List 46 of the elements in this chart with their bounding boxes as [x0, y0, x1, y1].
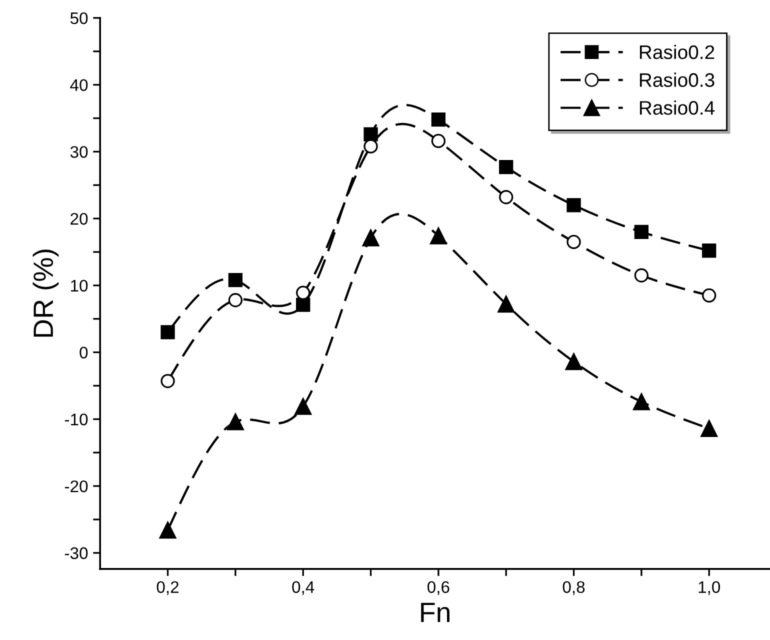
point	[499, 190, 514, 204]
point	[700, 420, 718, 437]
legend-label: Rasio0.2	[640, 44, 714, 60]
point	[160, 325, 175, 340]
point	[566, 198, 581, 212]
y-tick-label: 10	[71, 280, 88, 292]
y-tick-label: -10	[64, 414, 88, 426]
legend-label: Rasio0.3	[640, 72, 714, 87]
y-tick-label: -20	[64, 480, 88, 492]
x-tick-label: 0,6	[428, 581, 450, 595]
point	[431, 112, 446, 127]
y-tick-label: 40	[70, 79, 88, 91]
point	[226, 413, 244, 430]
y-tick-label: 50	[70, 12, 88, 24]
y-axis-title: DR (%)	[32, 250, 59, 337]
point	[565, 353, 582, 370]
y-tick-label: -30	[64, 547, 88, 560]
point	[430, 227, 447, 244]
x-tick-label: 1,0	[698, 581, 720, 595]
point	[634, 224, 649, 239]
point	[228, 293, 243, 308]
x-axis-title: Fn	[421, 602, 450, 622]
point	[634, 268, 649, 282]
point	[702, 244, 716, 258]
point	[364, 139, 378, 154]
point	[160, 374, 175, 388]
point	[228, 272, 243, 288]
point	[499, 160, 514, 174]
x-tick-label: 0,2	[156, 581, 179, 595]
point	[296, 298, 310, 312]
x-tick-label: 0,4	[292, 581, 314, 595]
legend-label: Rasio0.4	[640, 100, 715, 115]
y-tick-label: 0	[80, 346, 88, 358]
point	[296, 286, 310, 300]
point	[566, 234, 581, 250]
point	[362, 229, 380, 246]
point	[702, 288, 716, 303]
point	[294, 398, 312, 415]
point	[431, 134, 446, 148]
point	[498, 296, 515, 313]
point	[364, 127, 378, 142]
y-tick-label: 20	[70, 212, 88, 225]
point	[159, 522, 176, 539]
point	[632, 393, 650, 410]
y-tick-label: 30	[70, 146, 88, 158]
x-tick-label: 0,8	[562, 581, 585, 595]
